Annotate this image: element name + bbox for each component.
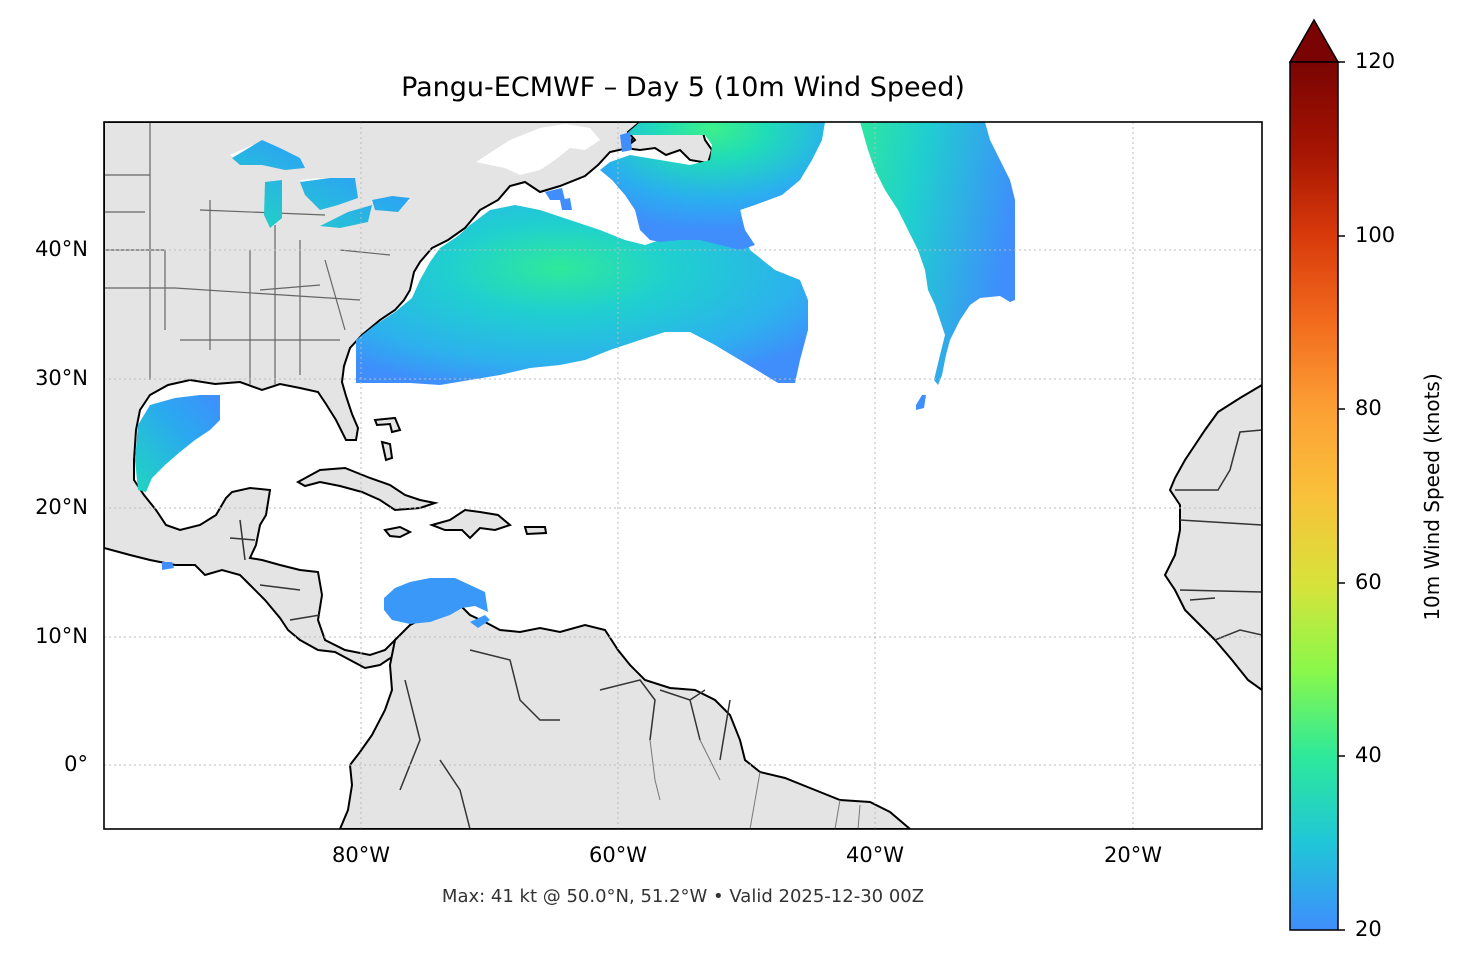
colorbar-tick-40: 40 — [1355, 743, 1382, 767]
gulf-st-lawrence — [476, 124, 600, 175]
colorbar-tick-80: 80 — [1355, 396, 1382, 420]
lon-label-60w: 60°W — [589, 843, 647, 867]
map-frame — [103, 121, 1263, 830]
wind-region-labrador-bit — [545, 188, 572, 210]
colorbar-extend-arrow — [1288, 18, 1340, 63]
wind-region-gulf-of-mexico — [135, 395, 220, 492]
colorbar-tick-60: 60 — [1355, 570, 1382, 594]
bahamas-land — [373, 416, 402, 462]
wind-region-caribbean — [384, 578, 490, 628]
wind-region-tehuantepec — [162, 562, 174, 570]
colorbar-tick-20: 20 — [1355, 917, 1382, 941]
africa-land — [1163, 383, 1262, 692]
jamaica-land — [383, 525, 413, 539]
wind-region-newfoundland — [600, 122, 825, 250]
state-borders — [104, 122, 391, 385]
max-wind-summary: Max: 41 kt @ 50.0°N, 51.2°W • Valid 2025… — [441, 886, 925, 907]
colorbar-tick-100: 100 — [1355, 223, 1396, 247]
country-borders — [229, 429, 1262, 829]
lon-label-20w: 20°W — [1104, 843, 1162, 867]
colorbar-tick-120: 120 — [1355, 49, 1396, 73]
lat-label-20n: 20°N — [35, 495, 88, 519]
lat-label-30n: 30°N — [35, 366, 88, 390]
wind-region-nb — [620, 132, 632, 152]
colorbar — [1288, 18, 1345, 931]
chart-title: Pangu-ECMWF – Day 5 (10m Wind Speed) — [401, 72, 965, 103]
lon-label-40w: 40°W — [846, 843, 904, 867]
wind-region-central-atlantic-band — [860, 122, 1015, 385]
colorbar-gradient — [1289, 61, 1339, 931]
lon-label-80w: 80°W — [332, 843, 390, 867]
hispaniola-land — [428, 508, 513, 540]
colorbar-label: 10m Wind Speed (knots) — [1420, 373, 1444, 621]
lat-label-10n: 10°N — [35, 624, 88, 648]
puerto-rico-land — [523, 526, 548, 536]
minor-borders — [649, 739, 861, 829]
south-america-land — [338, 603, 912, 829]
lat-label-40n: 40°N — [35, 237, 88, 261]
cuba-land — [295, 466, 439, 512]
wind-region-great-lakes — [232, 140, 410, 228]
lat-label-0: 0° — [64, 752, 88, 776]
wind-region-azores-tail — [916, 395, 926, 410]
gridlines — [104, 122, 1262, 829]
